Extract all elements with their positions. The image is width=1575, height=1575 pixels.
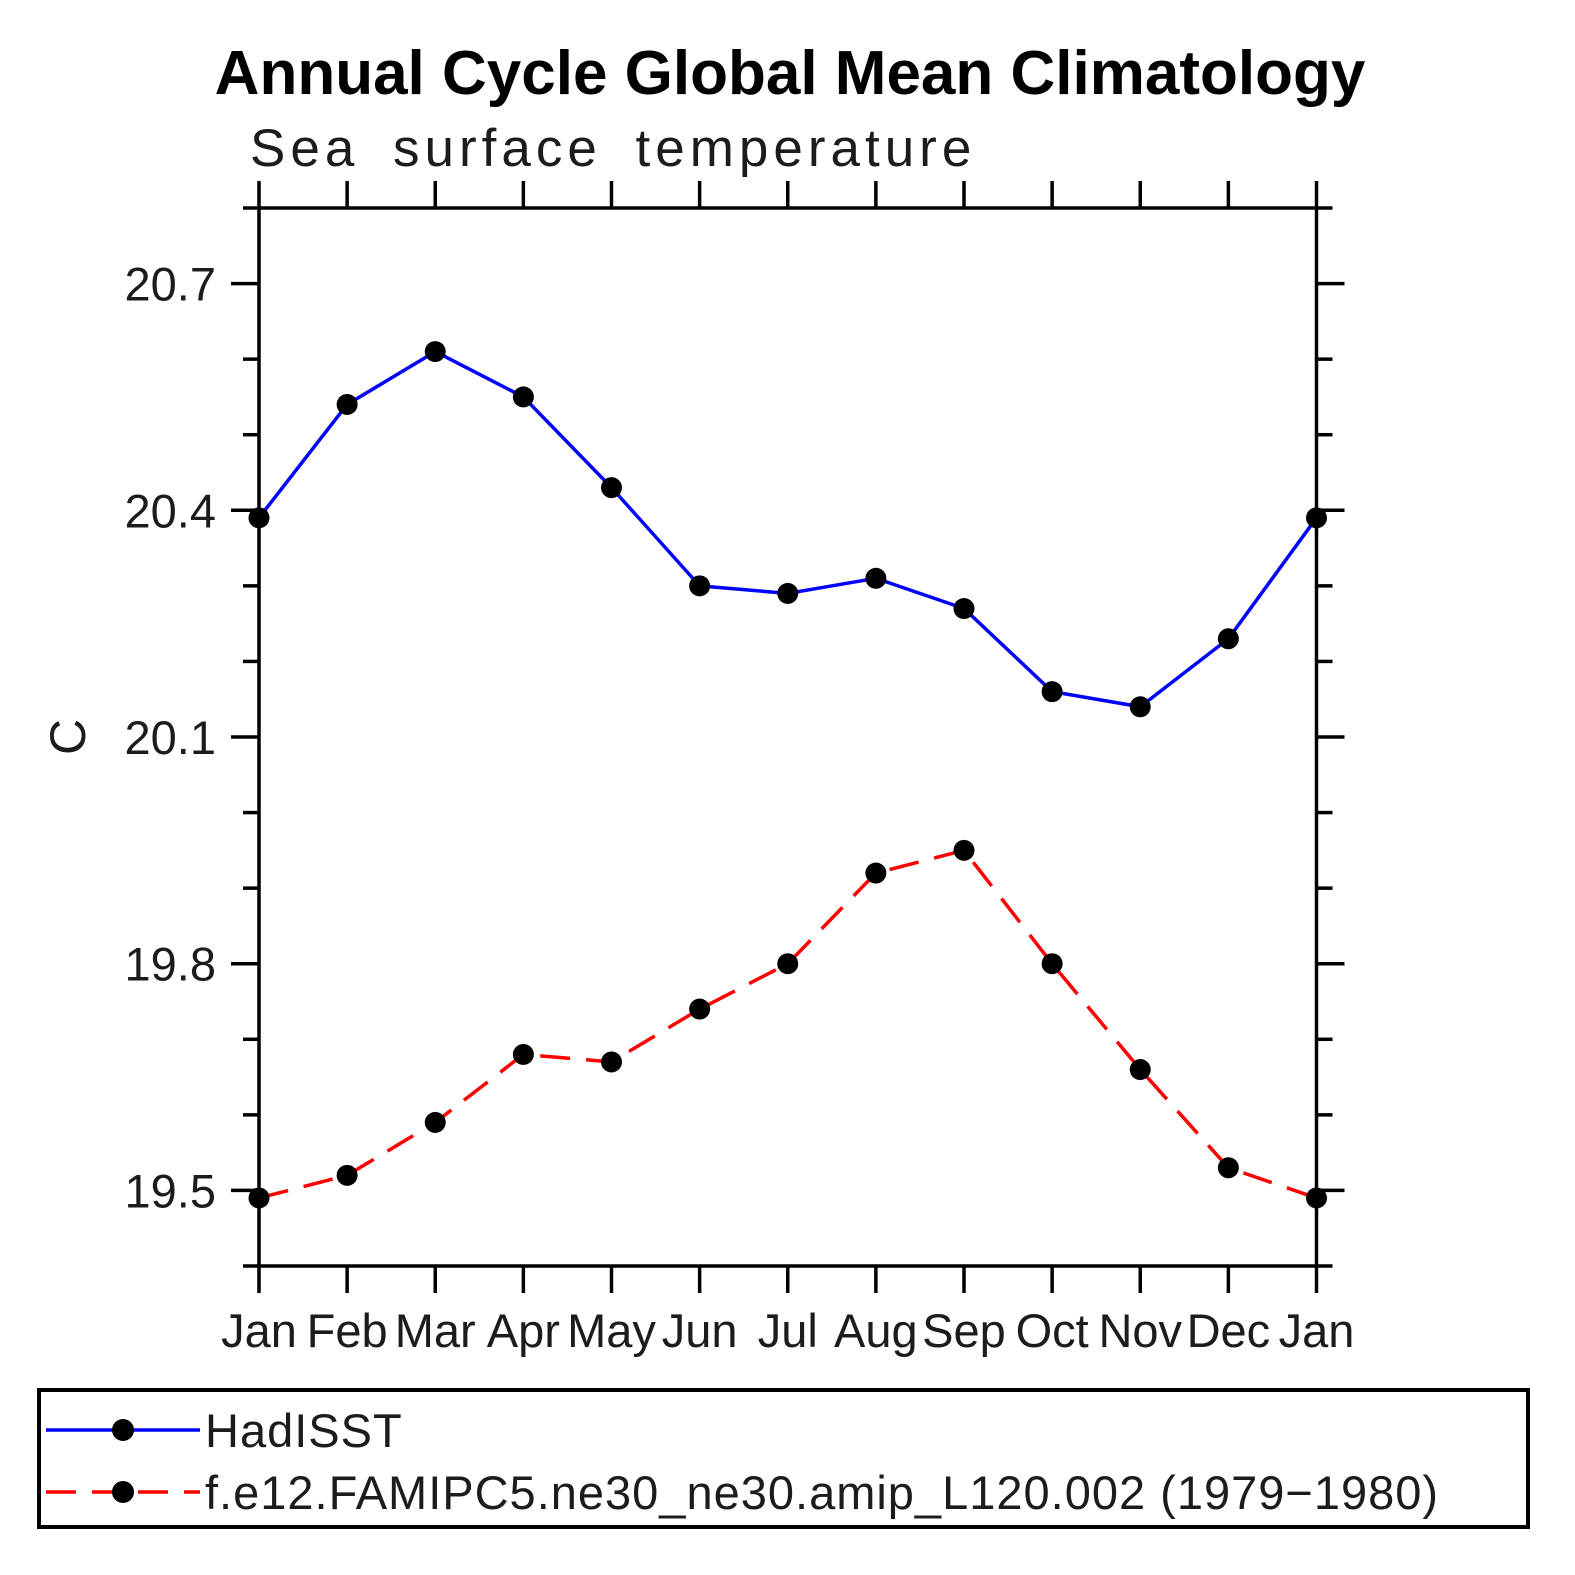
legend-marker-dot: [112, 1481, 134, 1503]
x-tick-label: Sep: [922, 1304, 1006, 1357]
axis-frame: [257, 206, 1319, 1268]
y-tick-label: 19.8: [125, 938, 216, 991]
x-tick-label: Apr: [487, 1304, 560, 1357]
chart-subtitle: Sea surface temperature: [250, 119, 977, 178]
data-point-marker: [512, 1043, 534, 1065]
series-line-1: [258, 848, 1318, 1200]
y-tick-label: 20.7: [125, 258, 216, 311]
data-point-marker: [601, 477, 622, 499]
x-tick-label: Feb: [307, 1304, 388, 1357]
x-tick-label: Jan: [221, 1304, 297, 1357]
data-point-marker: [1129, 1059, 1151, 1081]
y-tick-label: 20.4: [125, 484, 216, 537]
y-tick-label: 20.1: [125, 711, 216, 764]
data-point-marker: [1217, 1157, 1239, 1179]
data-point-marker: [1129, 696, 1151, 718]
x-tick-label: Oct: [1016, 1304, 1089, 1357]
x-tick-label: Jan: [1279, 1304, 1355, 1357]
data-point-marker: [689, 998, 711, 1020]
data-point-marker: [865, 862, 887, 884]
data-point-marker: [1217, 628, 1239, 650]
series-line-0: [257, 349, 1318, 709]
chart-title: Annual Cycle Global Mean Climatology: [214, 39, 1366, 108]
x-tick-label: Aug: [834, 1304, 918, 1357]
legend-label: HadISST: [205, 1403, 403, 1457]
data-point-marker: [865, 567, 887, 589]
data-point-marker: [1041, 953, 1063, 975]
x-tick-label: Mar: [395, 1304, 476, 1357]
data-point-marker: [777, 582, 799, 604]
data-point-marker: [336, 1164, 358, 1186]
data-point-marker: [1041, 681, 1063, 703]
data-point-marker: [424, 1111, 446, 1133]
x-tick-label: Jul: [758, 1304, 818, 1357]
legend-box: HadISST f.e12.FAMIPC5.ne30_ne30.amip_L12…: [37, 1388, 1530, 1529]
legend-marker-dot: [112, 1419, 134, 1441]
data-point-marker: [601, 1051, 622, 1073]
data-point-marker: [953, 598, 975, 620]
data-point-marker: [689, 575, 711, 597]
data-point-marker: [1306, 1187, 1327, 1209]
x-tick-label: May: [567, 1304, 656, 1357]
legend-item-observation: HadISST: [41, 1399, 1526, 1461]
data-point-marker: [248, 1187, 270, 1209]
data-point-marker: [1306, 507, 1327, 529]
y-axis-label: C: [40, 718, 96, 756]
y-tick-label: 19.5: [125, 1164, 216, 1217]
x-tick-label: Jun: [662, 1304, 738, 1357]
data-point-marker: [336, 393, 358, 415]
legend-line-sample-dashed: [46, 1481, 200, 1503]
data-point-marker: [953, 839, 975, 861]
x-tick-label: Dec: [1187, 1304, 1271, 1357]
data-point-marker: [777, 953, 799, 975]
legend-line-sample-solid: [46, 1419, 200, 1441]
data-point-marker: [512, 386, 534, 408]
data-point-marker: [424, 341, 446, 363]
x-tick-label: Nov: [1098, 1304, 1182, 1357]
data-point-marker: [248, 507, 270, 529]
legend-item-model: f.e12.FAMIPC5.ne30_ne30.amip_L120.002 (1…: [41, 1461, 1526, 1523]
legend-label: f.e12.FAMIPC5.ne30_ne30.amip_L120.002 (1…: [205, 1465, 1440, 1519]
